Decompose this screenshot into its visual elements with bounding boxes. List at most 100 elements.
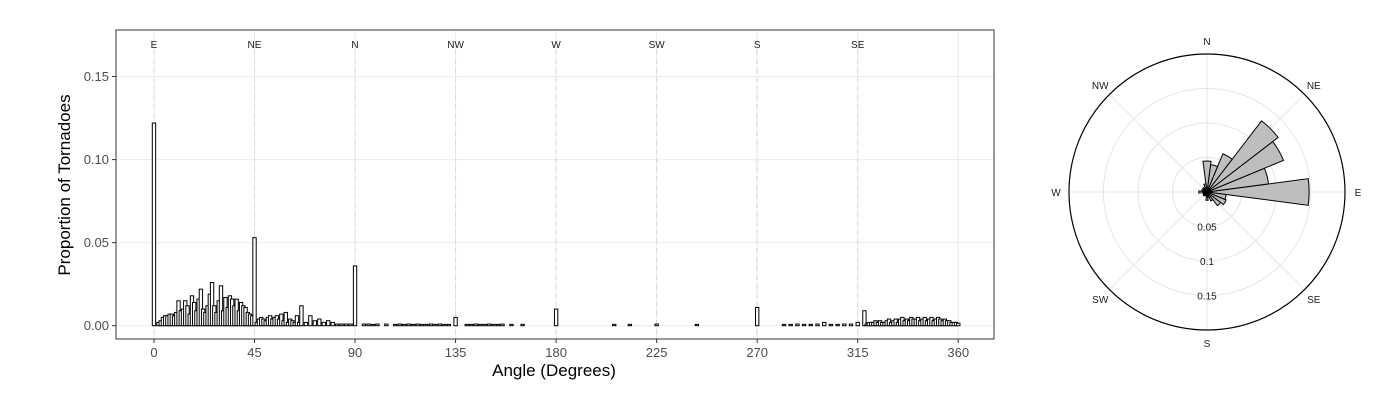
bar [406, 323, 411, 327]
bar [370, 323, 376, 327]
bar [801, 323, 807, 327]
y-tick-label: 0.05 [84, 235, 109, 250]
bar [491, 323, 496, 327]
bar [294, 315, 300, 327]
bar [321, 321, 326, 327]
bar [855, 321, 860, 327]
bar [352, 265, 358, 327]
bar [393, 323, 398, 327]
x-tick-label: 0 [150, 345, 157, 360]
bar [755, 306, 760, 327]
direction-label: NW [447, 40, 464, 51]
bar [469, 323, 474, 327]
bar [956, 322, 961, 327]
y-tick-label: 0.10 [84, 152, 109, 167]
polar-spoke [1206, 191, 1305, 290]
bar [384, 323, 389, 327]
polar-bar [1202, 160, 1212, 193]
direction-label: SW [649, 40, 666, 51]
bar [835, 323, 840, 327]
x-tick-label: 180 [545, 345, 567, 360]
compass-label: SW [1092, 295, 1109, 306]
polar-bar [1206, 120, 1279, 193]
bar [433, 323, 438, 327]
bar [312, 320, 318, 327]
direction-label: NE [248, 40, 262, 51]
bar [335, 323, 340, 327]
polar-bar [1206, 153, 1233, 193]
bar [410, 323, 416, 327]
bar [500, 323, 505, 327]
y-axis-ticks: 0.00 0.05 0.10 0.15 [84, 69, 116, 333]
bar [330, 321, 335, 327]
polar-bar [1206, 178, 1310, 206]
polar-rose-chart: N NE E SE S SW W NW 0.05 0.1 0.15 [1051, 37, 1361, 350]
compass-label: S [1204, 339, 1211, 350]
x-tick-label: 360 [947, 345, 969, 360]
bar [842, 323, 847, 327]
bar [788, 323, 793, 327]
bar [486, 323, 492, 327]
bar [795, 323, 800, 327]
x-tick-label: 315 [847, 345, 869, 360]
polar-bars [1198, 120, 1310, 207]
x-axis-title: Angle (Degrees) [492, 361, 616, 380]
bar [781, 323, 787, 327]
direction-label: E [151, 40, 158, 51]
bar [424, 323, 429, 327]
bar [299, 305, 304, 327]
bar [848, 323, 854, 327]
x-tick-label: 135 [445, 345, 467, 360]
bar [509, 323, 514, 327]
x-tick-label: 45 [247, 345, 261, 360]
bar [397, 323, 402, 327]
bar [442, 323, 447, 327]
bar [198, 288, 204, 327]
polar-spoke [1109, 94, 1208, 193]
bar [218, 285, 224, 327]
bar [654, 323, 659, 327]
polar-outer-circle [1068, 53, 1346, 331]
radial-tick-label: 0.15 [1197, 292, 1217, 303]
bar [428, 323, 434, 327]
bar [375, 323, 380, 327]
bar [303, 321, 309, 327]
bar [822, 321, 827, 327]
bar [446, 323, 452, 327]
polar-bar [1206, 191, 1227, 206]
bar [553, 308, 559, 327]
bar [495, 323, 501, 327]
polar-bar [1206, 191, 1227, 201]
radial-tick-label: 0.05 [1197, 223, 1217, 234]
bar [252, 237, 257, 327]
bar [419, 323, 425, 327]
bar [612, 323, 617, 327]
polar-bar [1198, 190, 1208, 194]
y-tick-label: 0.15 [84, 69, 109, 84]
bar [339, 323, 344, 327]
y-tick-label: 0.00 [84, 318, 109, 333]
polar-bar [1205, 191, 1209, 201]
bar [808, 323, 813, 327]
bar [453, 316, 458, 327]
polar-spoke [1109, 191, 1208, 290]
bar [361, 323, 367, 327]
bar [815, 323, 820, 327]
compass-label: NE [1307, 81, 1321, 92]
bar [520, 323, 525, 327]
bar [415, 323, 420, 327]
bar [283, 311, 288, 327]
panel-border [115, 29, 995, 340]
y-axis-title: Proportion of Tornadoes [55, 94, 74, 275]
bar [464, 323, 469, 327]
bar [402, 323, 407, 327]
direction-label: S [754, 40, 761, 51]
bar [437, 323, 443, 327]
x-tick-label: 90 [348, 345, 362, 360]
bar [694, 323, 700, 327]
direction-label: N [351, 40, 358, 51]
compass-label: SE [1307, 295, 1321, 306]
bar [317, 318, 322, 327]
polar-labels: N NE E SE S SW W NW 0.05 0.1 0.15 [1051, 37, 1361, 350]
